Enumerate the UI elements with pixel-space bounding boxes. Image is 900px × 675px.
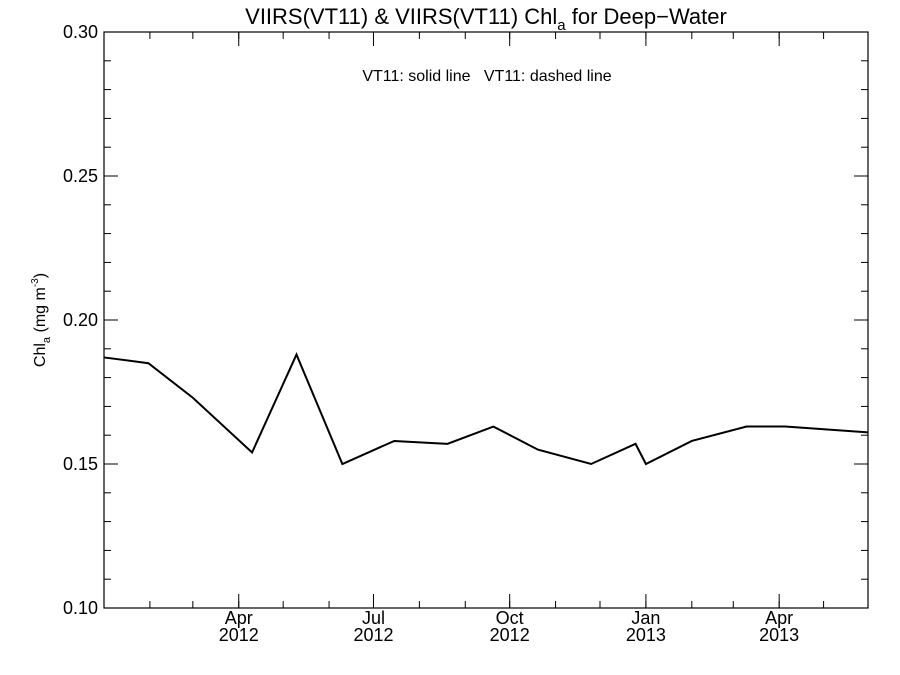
y-axis-label: Chla (mg m-3) xyxy=(30,273,53,367)
y-axis-label-subscript: a xyxy=(41,336,53,343)
x-tick-label-year: 2013 xyxy=(759,625,799,645)
y-axis-label-superscript: -3 xyxy=(30,278,41,287)
y-axis-label-unit-open: (mg m xyxy=(32,287,49,337)
y-tick-label: 0.15 xyxy=(63,454,98,474)
plot-frame xyxy=(103,31,869,609)
y-tick-label: 0.20 xyxy=(63,310,98,330)
axes: 0.100.150.200.250.30Apr2012Jul2012Oct201… xyxy=(63,22,868,645)
x-tick-label-month: Jul xyxy=(362,608,385,628)
x-tick-label-month: Apr xyxy=(765,608,793,628)
chart-title-prefix: VIIRS(VT11) & VIIRS(VT11) Chl xyxy=(245,4,557,29)
x-tick-label-year: 2013 xyxy=(626,625,666,645)
x-tick-label-month: Oct xyxy=(496,608,524,628)
x-tick-label-month: Apr xyxy=(225,608,253,628)
series-line xyxy=(103,352,869,466)
x-tick-label-month: Jan xyxy=(631,608,660,628)
x-tick-label-year: 2012 xyxy=(219,625,259,645)
y-tick-label: 0.25 xyxy=(63,166,98,186)
y-axis-label-main: Chl xyxy=(32,343,49,367)
chart-title-subscript: a xyxy=(557,17,566,34)
x-tick-label-year: 2012 xyxy=(490,625,530,645)
series-layer xyxy=(103,352,869,466)
y-axis-label-unit-close: ) xyxy=(32,273,49,278)
y-tick-label: 0.10 xyxy=(63,598,98,618)
x-tick-label-year: 2012 xyxy=(353,625,393,645)
chart-title-suffix: for Deep−Water xyxy=(566,4,727,29)
y-tick-label: 0.30 xyxy=(63,22,98,42)
legend-annotation: VT11: solid line VT11: dashed line xyxy=(362,68,611,85)
chart-title: VIIRS(VT11) & VIIRS(VT11) Chla for Deep−… xyxy=(245,4,727,34)
